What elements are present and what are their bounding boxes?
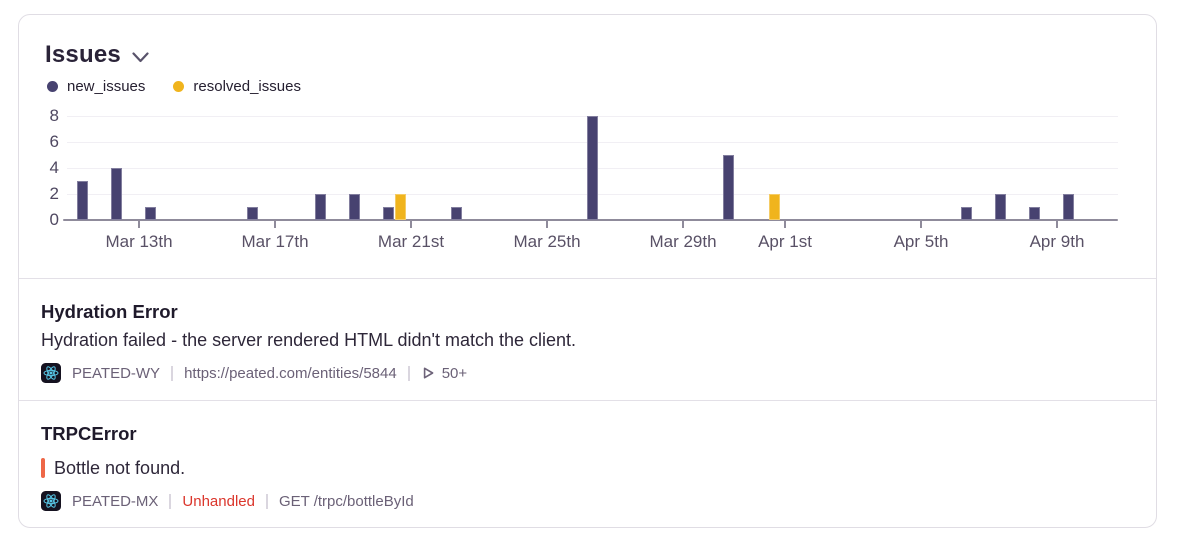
bar-new_issues[interactable] bbox=[960, 207, 972, 220]
chevron-down-icon bbox=[132, 51, 149, 62]
x-axis-tick bbox=[274, 220, 276, 228]
issue-replays[interactable]: 50+ bbox=[421, 365, 467, 382]
bar-resolved_issues[interactable] bbox=[768, 194, 780, 220]
x-axis-tick bbox=[1056, 220, 1058, 228]
play-icon bbox=[423, 367, 434, 379]
issue-meta-row: PEATED-WY https://peated.com/entities/58… bbox=[41, 362, 467, 384]
chart-legend: new_issues resolved_issues bbox=[47, 78, 301, 95]
legend-label-resolved-issues: resolved_issues bbox=[193, 78, 301, 95]
bar-new_issues[interactable] bbox=[382, 207, 394, 220]
x-axis-label: Mar 29th bbox=[649, 232, 717, 251]
bar-resolved_issues[interactable] bbox=[394, 194, 406, 220]
y-axis-label: 0 bbox=[49, 210, 59, 229]
issue-url[interactable]: https://peated.com/entities/5844 bbox=[184, 364, 397, 382]
chart-issues-divider bbox=[19, 278, 1156, 279]
unhandled-tag: Unhandled bbox=[182, 492, 255, 510]
bar-new_issues[interactable] bbox=[314, 194, 326, 220]
meta-separator bbox=[171, 365, 174, 381]
bar-new_issues[interactable] bbox=[348, 194, 360, 220]
legend-dot-resolved-issues bbox=[173, 81, 185, 92]
x-axis-tick bbox=[138, 220, 140, 228]
bar-new_issues[interactable] bbox=[1062, 194, 1074, 220]
issue-project-slug: PEATED-MX bbox=[72, 492, 159, 510]
bar-new_issues[interactable] bbox=[76, 181, 88, 220]
x-axis-label: Apr 1st bbox=[758, 232, 812, 251]
widget-title-dropdown[interactable]: Issues bbox=[45, 41, 149, 69]
x-axis-tick bbox=[784, 220, 786, 228]
legend-dot-new-issues bbox=[47, 81, 58, 92]
bar-new_issues[interactable] bbox=[110, 168, 122, 220]
y-axis-label: 4 bbox=[49, 158, 59, 177]
bar-new_issues[interactable] bbox=[994, 194, 1006, 220]
issues-bar-chart[interactable]: 0 2 4 6 8 Mar 13th Mar 17th Mar 21st Mar 25th Mar… bbox=[19, 15, 1156, 278]
meta-separator bbox=[407, 365, 410, 381]
x-axis-label: Apr 9th bbox=[1029, 232, 1085, 251]
x-axis-label: Mar 25th bbox=[513, 232, 581, 251]
bar-new_issues[interactable] bbox=[144, 207, 156, 220]
y-axis-label: 2 bbox=[49, 184, 59, 203]
message-quote-bar bbox=[41, 458, 45, 478]
meta-separator bbox=[265, 493, 268, 509]
issue-transaction: GET /trpc/bottleById bbox=[278, 492, 414, 510]
y-axis-label: 6 bbox=[49, 132, 59, 151]
issue-message: Hydration failed - the server rendered H… bbox=[41, 328, 576, 352]
react-platform-icon bbox=[41, 491, 61, 511]
bar-new_issues[interactable] bbox=[246, 207, 258, 220]
x-axis-tick bbox=[410, 220, 412, 228]
bar-new_issues[interactable] bbox=[586, 116, 598, 220]
x-axis-tick bbox=[920, 220, 922, 228]
y-axis-label: 8 bbox=[49, 106, 59, 125]
issue-row-hydration-error: Hydration Error Hydration failed - the s… bbox=[41, 300, 1134, 383]
issue-row-trpc-error: TRPCError Bottle not found. PEATED-MX Un… bbox=[41, 422, 1134, 511]
issue-project-slug: PEATED-WY bbox=[72, 364, 161, 382]
x-axis-label: Apr 5th bbox=[893, 232, 949, 251]
legend-item-new-issues[interactable]: new_issues bbox=[47, 78, 145, 95]
bar-new_issues[interactable] bbox=[1028, 207, 1040, 220]
issue-message: Bottle not found. bbox=[41, 456, 185, 480]
issue-row-divider bbox=[19, 400, 1156, 401]
x-axis-label: Mar 17th bbox=[241, 232, 309, 251]
replay-count: 50+ bbox=[441, 364, 468, 382]
issue-title-link[interactable]: TRPCError bbox=[41, 423, 137, 444]
issues-widget-card: 0 2 4 6 8 Mar 13th Mar 17th Mar 21st Mar 25th Mar… bbox=[18, 14, 1157, 528]
issue-message-text: Hydration failed - the server rendered H… bbox=[41, 330, 577, 350]
x-axis-label: Mar 13th bbox=[105, 232, 173, 251]
legend-item-resolved-issues[interactable]: resolved_issues bbox=[173, 78, 301, 95]
meta-separator bbox=[169, 493, 172, 509]
bar-new_issues[interactable] bbox=[722, 155, 734, 220]
x-axis-line bbox=[63, 219, 1118, 221]
issue-title-link[interactable]: Hydration Error bbox=[41, 301, 178, 322]
x-axis-tick bbox=[546, 220, 548, 228]
x-axis-tick bbox=[682, 220, 684, 228]
widget-title: Issues bbox=[45, 41, 121, 68]
react-platform-icon bbox=[41, 363, 61, 383]
x-axis-label: Mar 21st bbox=[377, 232, 445, 251]
issue-meta-row: PEATED-MX Unhandled GET /trpc/bottleById bbox=[41, 490, 414, 512]
bar-new_issues[interactable] bbox=[450, 207, 462, 220]
issue-message-text: Bottle not found. bbox=[54, 458, 186, 478]
legend-label-new-issues: new_issues bbox=[67, 78, 146, 95]
